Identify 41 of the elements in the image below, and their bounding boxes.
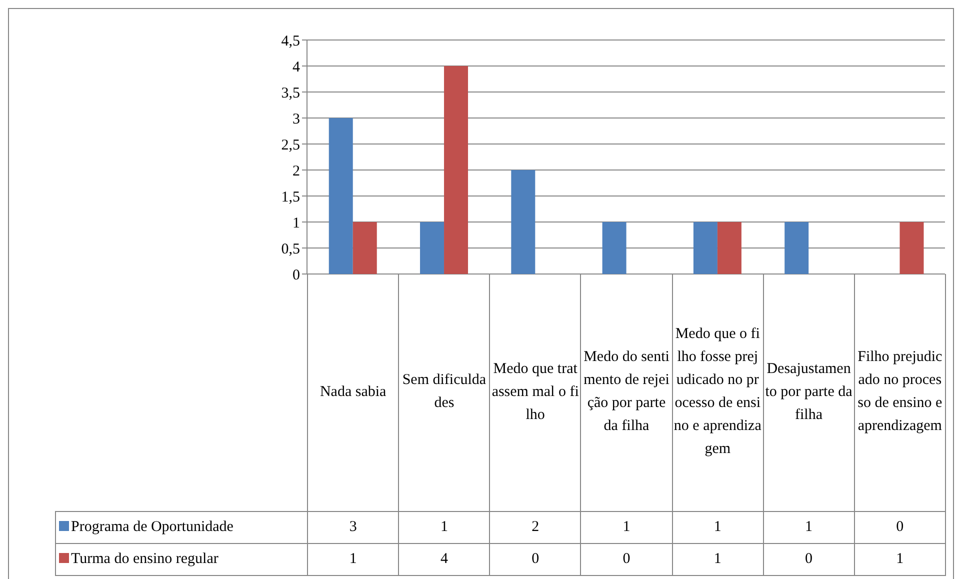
y-tick-label: 2 <box>292 163 300 180</box>
legend-label: Turma do ensino regular <box>56 543 308 575</box>
bar <box>420 222 444 274</box>
bar <box>511 170 536 274</box>
y-tick-label: 1 <box>292 215 300 232</box>
data-label: 0 <box>763 543 854 575</box>
data-label: 1 <box>672 511 764 543</box>
x-tick-label: Sem dificuldades <box>398 274 490 511</box>
data-label: 4 <box>398 543 490 575</box>
data-label: 1 <box>763 511 854 543</box>
bar <box>328 118 353 274</box>
x-tick-label: Medo que tratassem mal o filho <box>490 274 581 511</box>
y-tick-label: 4,5 <box>281 33 300 50</box>
bar <box>352 222 377 274</box>
data-label: 1 <box>580 511 672 543</box>
y-tick-label: 2,5 <box>281 137 300 154</box>
data-label: 2 <box>490 511 581 543</box>
x-tick-label: Nada sabia <box>308 274 399 511</box>
bar <box>717 222 742 274</box>
legend-label: Programa de Oportunidade <box>56 511 308 543</box>
x-tick-label: Medo do sentimento de rejeição por parte da filha <box>580 274 672 511</box>
y-tick-label: 3 <box>292 111 300 128</box>
x-tick-label: Desajustamento por parte da filha <box>763 274 854 511</box>
data-label: 1 <box>854 543 946 575</box>
y-tick-label: 4 <box>292 59 300 76</box>
data-label: 1 <box>672 543 764 575</box>
bar <box>602 222 626 274</box>
y-tick-label: 0 <box>292 267 300 284</box>
data-label: 1 <box>398 511 490 543</box>
data-label: 0 <box>490 543 581 575</box>
data-label: 0 <box>580 543 672 575</box>
bar <box>784 222 809 274</box>
y-tick-label: 1,5 <box>281 189 300 206</box>
data-label: 0 <box>854 511 946 543</box>
bar <box>900 222 924 274</box>
bar <box>444 66 468 274</box>
x-tick-label: Filho prejudicado no processo de ensino e aprendizagem <box>854 274 946 511</box>
y-tick-label: 0,5 <box>281 241 300 258</box>
x-tick-label: Medo que o filho fosse prejudicado no processo de ensino e aprendizagem <box>672 274 764 511</box>
y-tick-label: 3,5 <box>281 85 300 102</box>
bar <box>693 222 718 274</box>
